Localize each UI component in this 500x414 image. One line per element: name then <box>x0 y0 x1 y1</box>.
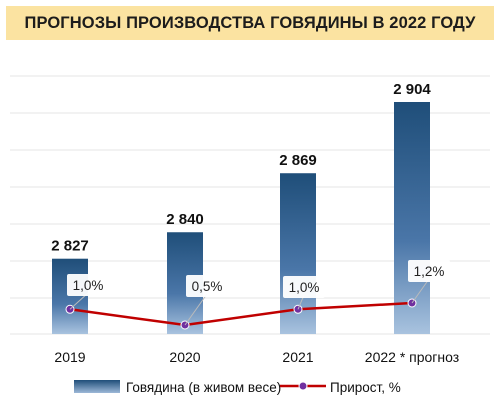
callout-leader <box>411 278 430 304</box>
category-label: 2019 <box>54 349 85 365</box>
category-label: 2021 <box>282 349 313 365</box>
chart-title: ПРОГНОЗЫ ПРОИЗВОДСТВА ГОВЯДИНЫ В 2022 ГО… <box>24 13 476 32</box>
bar-value-label: 2 827 <box>51 238 89 255</box>
legend-bar-swatch <box>74 380 120 393</box>
growth-value-label: 1,2% <box>414 264 445 279</box>
growth-line-series <box>65 298 417 330</box>
callout-box <box>67 274 109 296</box>
legend-bar-label: Говядина (в живом весе) <box>126 380 281 395</box>
callout-box <box>283 276 325 298</box>
bar-value-label: 2 904 <box>393 81 431 98</box>
bar-series <box>52 102 430 334</box>
callout-box <box>186 275 228 297</box>
bar-value-label: 2 840 <box>166 211 204 228</box>
category-label: 2022 * прогноз <box>365 349 459 365</box>
callout-leader <box>184 293 208 326</box>
chart-title-bar: ПРОГНОЗЫ ПРОИЗВОДСТВА ГОВЯДИНЫ В 2022 ГО… <box>6 6 494 40</box>
legend-line-label: Прирост, % <box>330 380 401 395</box>
growth-value-label: 0,5% <box>192 279 223 294</box>
legend-line-marker <box>298 381 308 391</box>
callout-box <box>408 260 450 282</box>
growth-line <box>69 301 413 327</box>
legend: Говядина (в живом весе) Прирост, % <box>74 380 401 395</box>
category-axis: 2019 2020 2021 2022 * прогноз <box>54 349 459 365</box>
category-label: 2020 <box>169 349 200 365</box>
bar-value-label: 2 869 <box>279 152 317 169</box>
bar-2022 * прогноз <box>394 102 430 334</box>
growth-value-label: 1,0% <box>73 278 104 293</box>
growth-value-label: 1,0% <box>289 280 320 295</box>
data-labels: 2 827 2 840 2 869 2 904 1,0% 0,5% 1,0% 1,2% <box>51 81 450 326</box>
bar-2019 <box>52 258 88 334</box>
